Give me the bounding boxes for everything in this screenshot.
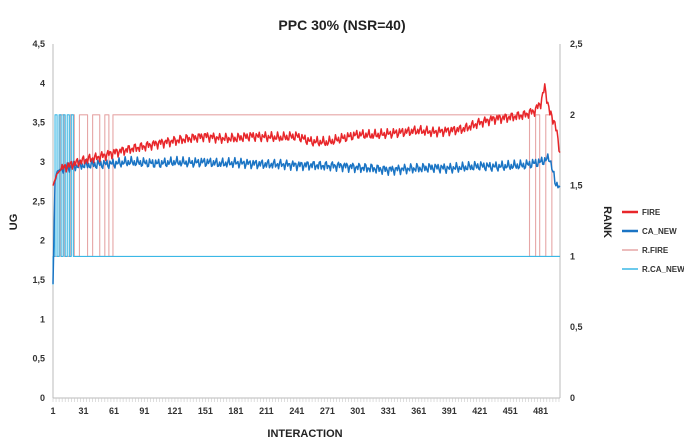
series-line-r-ca-new bbox=[52, 114, 560, 285]
x-tick-label: 91 bbox=[139, 406, 149, 416]
y-tick-label: 1 bbox=[40, 314, 45, 324]
y2-tick-label: 1,5 bbox=[570, 181, 583, 191]
y-tick-label: 2 bbox=[40, 236, 45, 246]
axes bbox=[52, 44, 561, 399]
x-axis-title: INTERACTION bbox=[267, 428, 342, 440]
y-tick-label: 4 bbox=[40, 78, 45, 88]
x-tick-label: 271 bbox=[320, 406, 335, 416]
x-tick-label: 151 bbox=[198, 406, 213, 416]
x-tick-label: 391 bbox=[442, 406, 457, 416]
x-tick-label: 241 bbox=[289, 406, 304, 416]
x-tick-label: 61 bbox=[109, 406, 119, 416]
y2-tick-label: 2,5 bbox=[570, 39, 583, 49]
y2-tick-label: 2 bbox=[570, 110, 575, 120]
x-tick-label: 1 bbox=[50, 406, 55, 416]
x-tick-label: 481 bbox=[533, 406, 548, 416]
x-tick-label: 331 bbox=[381, 406, 396, 416]
x-tick-label: 301 bbox=[350, 406, 365, 416]
x-tick-label: 361 bbox=[411, 406, 426, 416]
y-tick-label: 2,5 bbox=[32, 196, 45, 206]
y2-tick-label: 0 bbox=[570, 393, 575, 403]
series-line-fire bbox=[52, 83, 561, 186]
y2-tick-label: 1 bbox=[570, 251, 575, 261]
x-tick-label: 181 bbox=[228, 406, 243, 416]
y-axis-title: UG bbox=[8, 214, 20, 231]
y2-tick-label: 0,5 bbox=[570, 322, 583, 332]
legend-label: FIRE bbox=[642, 208, 661, 217]
legend: FIRE CA_NEW R.FIRE R.CA_NEW bbox=[622, 208, 684, 274]
legend-label: CA_NEW bbox=[642, 227, 677, 236]
x-tick-label: 421 bbox=[472, 406, 487, 416]
x-tick-label: 121 bbox=[167, 406, 182, 416]
x-tick-label: 451 bbox=[503, 406, 518, 416]
y2-tick-labels: 0 0,5 1 1,5 2 2,5 bbox=[570, 39, 583, 403]
y-tick-label: 0 bbox=[40, 393, 45, 403]
y-tick-label: 3,5 bbox=[32, 118, 45, 128]
legend-label: R.FIRE bbox=[642, 246, 669, 255]
chart-title: PPC 30% (NSR=40) bbox=[278, 17, 405, 33]
y-tick-label: 0,5 bbox=[32, 354, 45, 364]
legend-label: R.CA_NEW bbox=[642, 265, 684, 274]
x-tick-label: 211 bbox=[259, 406, 274, 416]
x-minor-ticks bbox=[52, 398, 560, 402]
y-tick-label: 4,5 bbox=[32, 39, 45, 49]
series-line-r-fire bbox=[53, 114, 560, 257]
x-tick-label: 31 bbox=[78, 406, 88, 416]
series-layer bbox=[52, 83, 561, 285]
y-tick-labels: 0 0,5 1 1,5 2 2,5 3 3,5 4 4,5 bbox=[32, 39, 45, 403]
y-tick-label: 1,5 bbox=[32, 275, 45, 285]
y-tick-label: 3 bbox=[40, 157, 45, 167]
series-line-ca-new bbox=[52, 153, 561, 284]
y2-axis-title: RANK bbox=[601, 206, 613, 238]
x-tick-labels: 1 31 61 91 121 151 181 211 241 271 301 331 361 391 421… bbox=[50, 406, 548, 416]
